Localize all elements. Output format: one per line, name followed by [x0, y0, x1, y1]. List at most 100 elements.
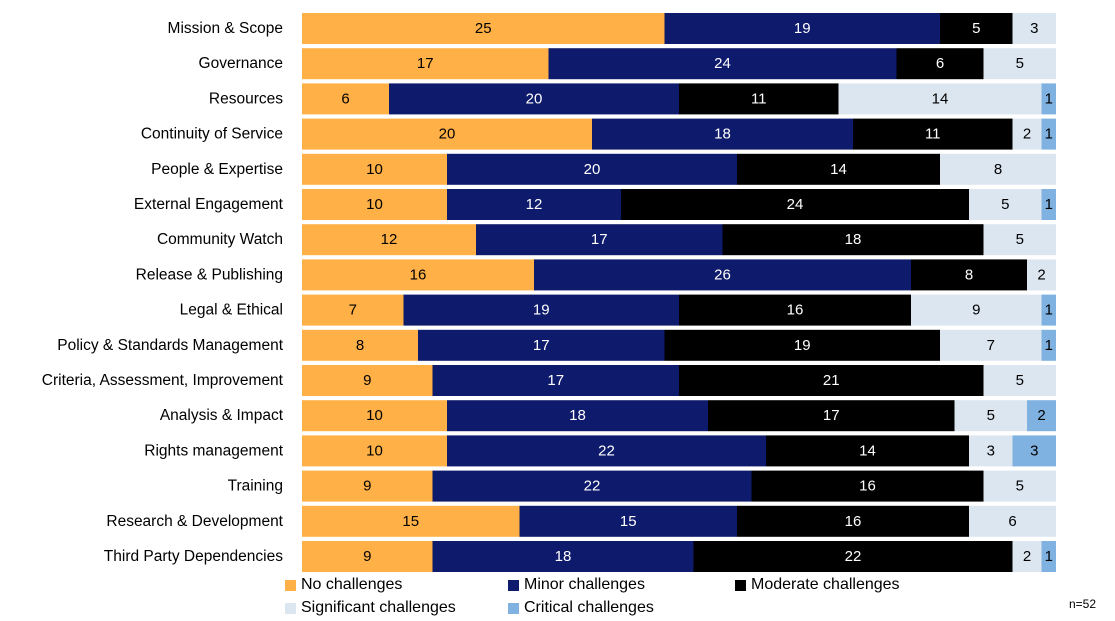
data-label: 3 [1030, 442, 1038, 459]
bar-segment [896, 48, 984, 80]
bar-segment [476, 224, 723, 256]
data-label: 11 [925, 126, 941, 143]
bar-segment [969, 435, 1013, 467]
bar-segment [954, 400, 1027, 432]
bar-segment [302, 118, 592, 150]
data-label: 21 [823, 372, 840, 389]
data-label: 1 [1045, 90, 1053, 107]
bar-segment [548, 48, 897, 80]
data-label: 14 [830, 161, 847, 178]
stacked-bar-chart: Mission & Scope Governance Resources Contin… [42, 13, 1056, 572]
data-label: 12 [526, 196, 543, 213]
bar-segment [969, 189, 1042, 220]
category-label: Criteria, Assessment, Improvement [42, 372, 284, 389]
data-label: 17 [823, 407, 840, 424]
bar-segment [664, 329, 940, 361]
category-label: People & Expertise [151, 161, 283, 178]
bar-segment [940, 13, 1013, 44]
bar-segment [751, 470, 984, 502]
bar-segment [693, 541, 1013, 572]
bar-segment [302, 435, 447, 467]
data-label: 18 [569, 407, 586, 424]
data-label: 8 [994, 161, 1002, 178]
legend-swatch [285, 602, 296, 614]
bar-segment [679, 365, 984, 396]
bar-segment [447, 153, 737, 185]
bar-segment [302, 13, 665, 44]
bar-segment [853, 118, 1013, 150]
bar-segment [1041, 118, 1056, 150]
data-label: 5 [1016, 372, 1024, 389]
bar-segment [302, 224, 476, 256]
bar-segment [302, 189, 447, 220]
category-label: Community Watch [157, 231, 283, 248]
data-label: 14 [859, 442, 876, 459]
category-label: Third Party Dependencies [104, 548, 283, 565]
data-label: 15 [620, 513, 637, 530]
bar-segment [664, 13, 940, 44]
bar-segment [1012, 118, 1042, 150]
bar-segment [447, 400, 708, 432]
legend-swatch [508, 579, 519, 591]
sample-size-note: n=52 [1069, 597, 1097, 611]
bar-segment [302, 505, 520, 537]
data-label: 2 [1023, 126, 1031, 143]
data-label: 26 [714, 266, 731, 283]
bar-segment [940, 153, 1056, 185]
legend-item: Moderate challenges [735, 576, 900, 594]
data-label: 15 [402, 513, 419, 530]
bars: 25 19 5 317 24 6 56 20 11 14 120 18 11 2 110 20 14 810 12 2… [302, 13, 1056, 572]
data-label: 17 [533, 337, 550, 354]
legend-label: Minor challenges [524, 576, 645, 593]
data-label: 17 [547, 372, 564, 389]
bar-segment [983, 224, 1056, 256]
data-label: 2 [1037, 266, 1045, 283]
bar-segment [519, 505, 737, 537]
data-label: 2 [1037, 407, 1045, 424]
bar-segment [1012, 541, 1042, 572]
data-label: 16 [859, 478, 876, 495]
legend-label: No challenges [301, 576, 403, 593]
bar-segment [302, 400, 447, 432]
bar-segment [722, 224, 984, 256]
data-label: 22 [845, 548, 862, 565]
bar-segment [432, 365, 679, 396]
bar-segment [432, 541, 694, 572]
category-label: Continuity of Service [141, 126, 283, 143]
data-label: 6 [936, 55, 944, 72]
data-label: 11 [751, 90, 767, 107]
category-label: External Engagement [134, 196, 284, 213]
bar-segment [302, 294, 404, 326]
data-label: 5 [1001, 196, 1009, 213]
bar-segment [1012, 435, 1056, 467]
data-label: 5 [987, 407, 995, 424]
data-label: 9 [972, 302, 980, 319]
data-label: 6 [1008, 513, 1016, 530]
data-label: 14 [932, 90, 949, 107]
data-label: 10 [366, 442, 383, 459]
bar-segment [838, 83, 1042, 115]
data-label: 22 [598, 442, 615, 459]
data-label: 5 [1016, 55, 1024, 72]
bar-segment [1027, 259, 1056, 291]
bar-segment [302, 365, 433, 396]
bar-segment [983, 470, 1056, 502]
data-label: 8 [965, 266, 973, 283]
data-label: 10 [366, 161, 383, 178]
data-label: 17 [417, 55, 434, 72]
bar-segment [911, 294, 1042, 326]
bar-segment [737, 153, 940, 185]
bar-segment [1012, 13, 1056, 44]
bar-segment [592, 118, 853, 150]
bar-segment [432, 470, 752, 502]
legend-item: Minor challenges [508, 576, 645, 594]
bar-segment [621, 189, 969, 220]
legend-item: Significant challenges [285, 599, 456, 617]
bar-segment [983, 365, 1056, 396]
bar-segment [302, 259, 534, 291]
category-label: Release & Publishing [136, 266, 283, 283]
data-label: 1 [1045, 548, 1053, 565]
data-label: 16 [787, 302, 804, 319]
bar-segment [1041, 329, 1056, 361]
bar-segment [1041, 541, 1056, 572]
